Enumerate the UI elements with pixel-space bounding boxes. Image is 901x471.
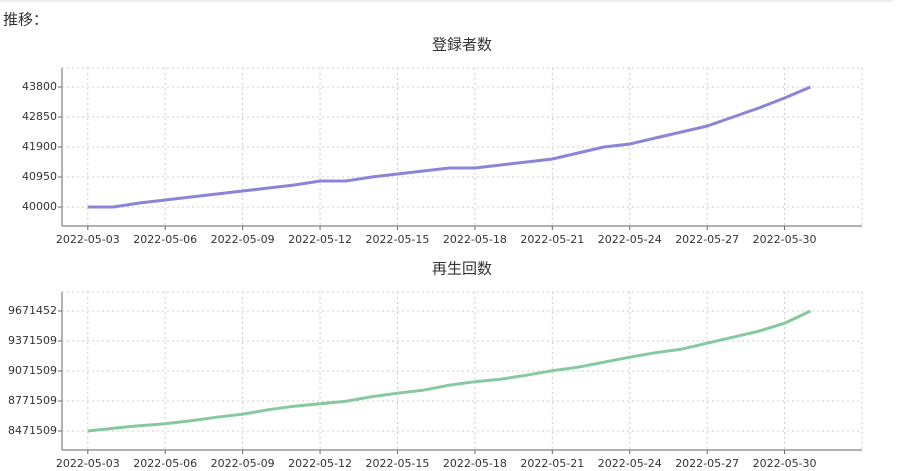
x-tick-label: 2022-05-18: [443, 233, 507, 246]
x-tick-label: 2022-05-24: [598, 457, 662, 470]
x-tick-label: 2022-05-03: [56, 457, 120, 470]
x-tick-label: 2022-05-06: [133, 457, 197, 470]
y-tick-label: 9071509: [8, 364, 57, 377]
chart-title: 登録者数: [432, 36, 492, 54]
x-tick-label: 2022-05-12: [288, 233, 352, 246]
section-title: 推移：: [3, 11, 48, 29]
x-tick-label: 2022-05-03: [56, 233, 120, 246]
data-line: [87, 85, 811, 209]
x-tick-label: 2022-05-27: [675, 233, 739, 246]
x-tick-label: 2022-05-18: [443, 457, 507, 470]
y-tick-label: 8771509: [8, 394, 57, 407]
x-tick-label: 2022-05-09: [211, 233, 275, 246]
y-tick-label: 40950: [22, 170, 57, 183]
data-line: [87, 309, 812, 433]
y-tick-label: 42850: [22, 110, 57, 123]
x-tick-label: 2022-05-12: [288, 457, 352, 470]
x-tick-label: 2022-05-15: [366, 233, 430, 246]
chart-title: 再生回数: [432, 260, 492, 278]
x-tick-label: 2022-05-24: [598, 233, 662, 246]
x-tick-label: 2022-05-09: [211, 457, 275, 470]
x-tick-label: 2022-05-21: [520, 457, 584, 470]
y-tick-label: 43800: [22, 80, 57, 93]
x-tick-label: 2022-05-15: [366, 457, 430, 470]
y-tick-label: 9671452: [8, 304, 57, 317]
y-tick-label: 41900: [22, 140, 57, 153]
x-tick-label: 2022-05-06: [133, 233, 197, 246]
x-tick-label: 2022-05-30: [753, 233, 817, 246]
y-tick-label: 8471509: [8, 424, 57, 437]
x-tick-label: 2022-05-21: [520, 233, 584, 246]
y-tick-label: 9371509: [8, 334, 57, 347]
y-tick-label: 40000: [22, 200, 57, 213]
x-tick-label: 2022-05-30: [753, 457, 817, 470]
x-tick-label: 2022-05-27: [675, 457, 739, 470]
